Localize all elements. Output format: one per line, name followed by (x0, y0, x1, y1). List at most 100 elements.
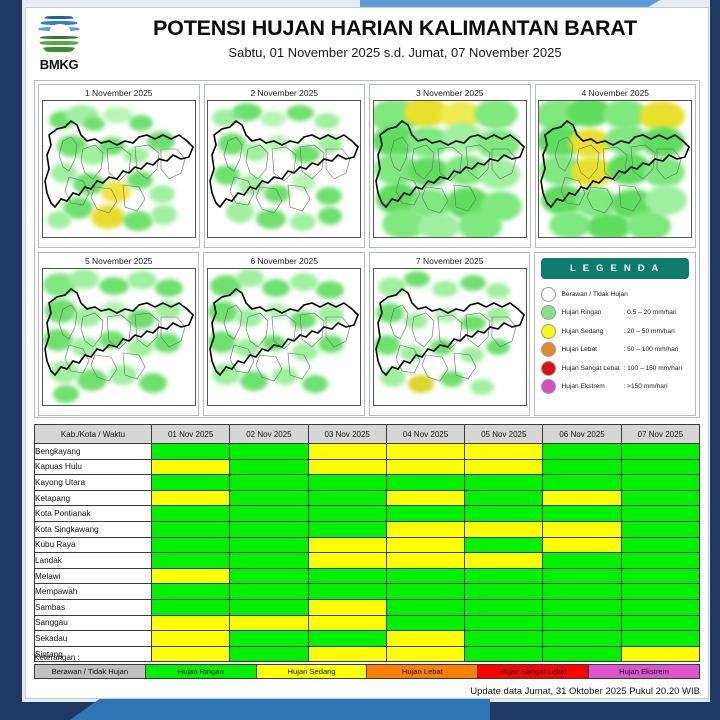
table-cell-forecast (464, 567, 544, 585)
table-cell-forecast (307, 583, 387, 600)
keterangan-segment: Hujan Lebat (367, 665, 479, 678)
logo-band-land-3 (38, 47, 80, 52)
table-cell-forecast (620, 520, 701, 538)
legend-item-name: Hujan Sangat Lebat (561, 364, 620, 372)
table-cell-forecast (307, 520, 387, 538)
legend-item-value: : 0.5 – 20 mm/hari (623, 309, 677, 317)
page-subtitle: Sabtu, 01 November 2025 s.d. Jumat, 07 N… (228, 45, 562, 60)
table-cell-forecast (150, 598, 231, 616)
table-cell-forecast (385, 552, 466, 569)
table-cell-forecast (620, 630, 701, 647)
rainfall-contour-blob (218, 133, 247, 155)
col-header-day-7: 07 Nov 2025 (620, 424, 701, 444)
table-cell-forecast (385, 567, 466, 585)
map-panel-day-6[interactable]: 6 November 2025 (203, 252, 365, 416)
table-cell-forecast (542, 505, 622, 522)
table-cell-forecast (620, 567, 701, 585)
table-cell-forecast (150, 443, 231, 460)
table-cell-region: Mempawah (34, 583, 152, 600)
table-cell-forecast (150, 614, 231, 632)
table-cell-forecast (385, 505, 466, 522)
map-date-label: 1 November 2025 (84, 88, 153, 98)
rainfall-contour-blob (272, 367, 299, 385)
table-cell-region: Kayong Utara (34, 474, 152, 491)
table-cell-forecast (620, 536, 701, 554)
legend-item-name: Hujan Ringan (561, 309, 602, 317)
table-row: Ketapang (34, 489, 701, 507)
table-cell-forecast (150, 583, 231, 600)
rainfall-contour-blob (316, 187, 343, 205)
table-cell-forecast (385, 443, 466, 460)
table-cell-region: Sambas (34, 598, 152, 616)
table-cell-forecast (150, 520, 231, 538)
rainfall-contour-blob (429, 339, 454, 355)
rainfall-contour-blob (318, 207, 343, 225)
rainfall-contour-blob (439, 371, 464, 387)
table-cell-forecast (229, 520, 309, 538)
rainfall-contour-blob (403, 271, 430, 287)
table-cell-forecast (229, 583, 309, 600)
rainfall-contour-blob (292, 145, 321, 163)
logo-band-sky-2 (39, 21, 79, 25)
table-row: Kayong Utara (34, 474, 701, 491)
rainfall-contour-blob (473, 101, 518, 129)
legend-item-value: : 50 – 100 mm/hari (623, 346, 679, 354)
rainfall-contour-blob (70, 337, 99, 357)
rainfall-contour-blob (126, 171, 153, 189)
table-cell-forecast (464, 474, 544, 491)
table-row: Sambas (34, 598, 701, 616)
rainfall-contour-blob (587, 213, 632, 237)
table-cell-region: Kota Singkawang (34, 520, 152, 538)
logo-band-land-1 (39, 36, 79, 39)
rainfall-contour-blob (373, 335, 400, 355)
table-cell-forecast (464, 505, 544, 522)
table-cell-forecast (542, 598, 622, 616)
table-cell-forecast (229, 614, 309, 632)
table-cell-region: Sekadau (34, 630, 152, 647)
rainfall-contour-blob (68, 269, 99, 289)
rainfall-contour-blob (459, 275, 486, 291)
legend-item-value: : 20 – 50 mm/hari (623, 327, 675, 335)
map-panel-day-3[interactable]: 3 November 2025 (369, 84, 531, 248)
rainfall-contour-blob (256, 209, 287, 229)
bmkg-logo-text: BMKG (39, 57, 79, 72)
table-cell-forecast (542, 474, 622, 491)
table-cell-forecast (385, 645, 466, 663)
table-cell-forecast (620, 458, 701, 476)
rainfall-contour-blob (641, 127, 686, 157)
rainfall-contour-blob (232, 103, 263, 121)
map-panel-day-2[interactable]: 2 November 2025 (203, 84, 365, 248)
logo-band-sky-1 (42, 16, 76, 19)
rainfall-contour-blob (100, 181, 131, 203)
table-cell-forecast (620, 645, 701, 663)
table-cell-region: Melawi (34, 567, 152, 585)
rainfall-contour-blob (52, 385, 79, 403)
province-boundary-overlay (209, 119, 360, 214)
table-cell-forecast (464, 536, 544, 554)
map-canvas (41, 100, 196, 238)
map-panel-day-5[interactable]: 5 November 2025 (38, 252, 200, 416)
table-cell-forecast (620, 489, 701, 507)
table-cell-forecast (385, 520, 466, 538)
legend-color-dot-icon (541, 379, 557, 395)
table-cell-forecast (150, 505, 231, 522)
table-cell-forecast (229, 536, 309, 554)
map-date-label: 3 November 2025 (415, 88, 484, 98)
table-row: Sekadau (34, 630, 701, 647)
keterangan-label: Keterangan : (34, 653, 80, 662)
map-panel-day-4[interactable]: 4 November 2025 (534, 84, 696, 248)
rainfall-contour-blob (292, 343, 319, 361)
rainfall-contour-blob (290, 273, 319, 291)
maps-row-bottom: 5 November 2025 6 November 2025 7 Novemb… (38, 252, 697, 416)
map-panel-day-1[interactable]: 1 November 2025 (38, 84, 200, 248)
table-cell-forecast (150, 645, 231, 663)
table-cell-forecast (620, 614, 701, 632)
map-panel-day-7[interactable]: 7 November 2025 (368, 252, 531, 416)
poster-card: BMKG POTENSI HUJAN HARIAN KALIMANTAN BAR… (26, 8, 708, 698)
table-cell-forecast (464, 614, 544, 632)
rainfall-contour-blob (208, 331, 237, 353)
rainfall-contour-blob (126, 309, 155, 329)
table-row: Kota Pontianak (34, 505, 701, 522)
table-cell-forecast (385, 489, 466, 507)
